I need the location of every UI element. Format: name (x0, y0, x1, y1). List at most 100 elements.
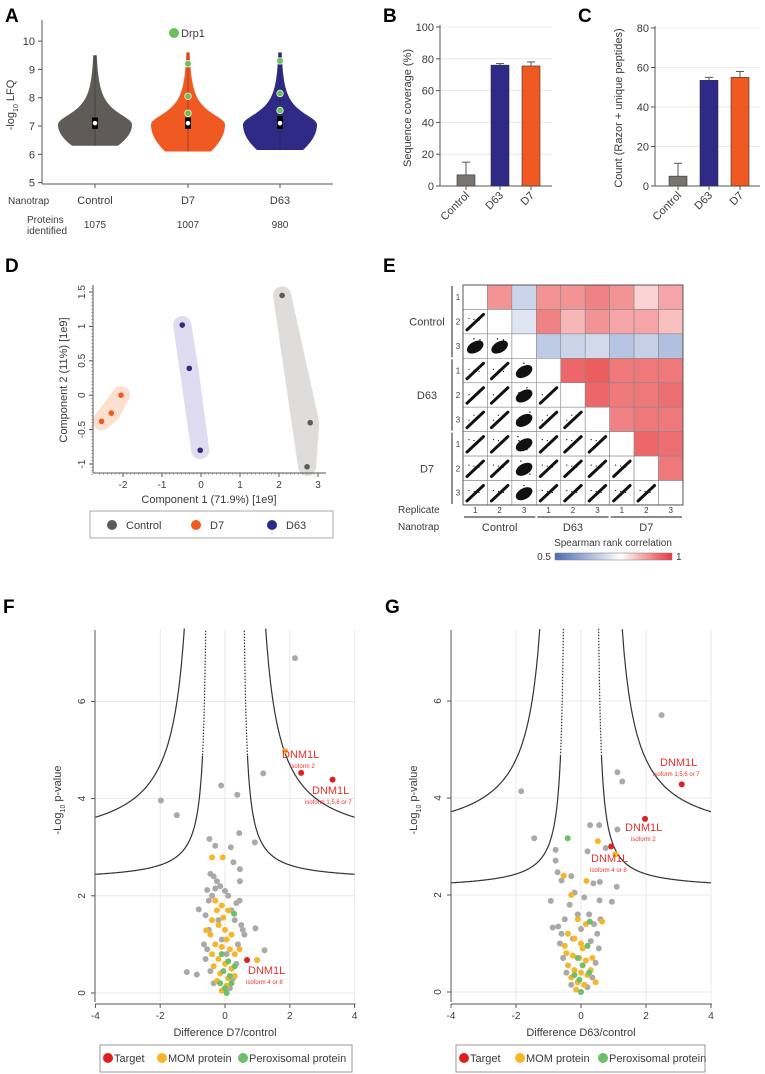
pca-point-control (307, 419, 314, 426)
scatter-dot (526, 387, 528, 389)
protein-point (212, 842, 219, 849)
scatter-dot (478, 370, 480, 372)
scatter-dot (525, 444, 527, 447)
correlation-cell (633, 431, 659, 457)
category-label: Control (77, 195, 112, 207)
legend-box (455, 1044, 706, 1073)
scatter-dot (478, 441, 480, 443)
row-replicate-label: 2 (456, 318, 461, 327)
scatter-dot (468, 394, 470, 396)
scatter-dot (525, 370, 527, 373)
scatter-dot (576, 466, 578, 468)
correlation-cell (633, 309, 659, 335)
x-tick-label: -1 (158, 480, 167, 491)
scatter-dot (524, 440, 526, 443)
scatter-dot (492, 464, 495, 466)
panel-label-c: C (578, 6, 592, 27)
scatter-dot (527, 465, 529, 467)
scatter-glyph (563, 459, 583, 479)
scatter-dot (497, 490, 500, 493)
y-tick-label: 1 (77, 323, 88, 329)
scatter-dot (525, 492, 527, 495)
column-replicate-label: 3 (522, 506, 527, 515)
scatter-dot (520, 400, 522, 402)
scatter-dot (521, 464, 523, 466)
target-point (678, 781, 685, 788)
protein-point (218, 936, 225, 943)
significance-curve (451, 755, 562, 884)
scatter-dot (551, 441, 553, 443)
correlation-cell (609, 382, 635, 408)
peroxisomal-protein-point (228, 980, 235, 987)
scatter-glyph (489, 386, 510, 405)
y-tick-label: 1.5 (77, 285, 88, 299)
nanotrap-axis-label: Nanotrap (398, 522, 440, 533)
significance-curve (450, 629, 541, 813)
target-point (642, 815, 649, 822)
column-replicate-label: 2 (571, 506, 576, 515)
panel-label-a: A (5, 6, 19, 27)
correlation-cell (487, 284, 513, 310)
significance-curve-dotted (559, 628, 564, 756)
column-replicate-label: 1 (473, 506, 478, 515)
legend-marker (107, 520, 117, 530)
nanotrap-row-label: Nanotrap (8, 196, 50, 207)
bar-d7 (730, 77, 750, 187)
x-tick-label: 4 (352, 1011, 358, 1022)
hull-control (273, 286, 320, 476)
row-replicate-label: 3 (456, 415, 461, 424)
protein-point (241, 931, 248, 938)
protein-point (586, 911, 593, 918)
correlation-cell (633, 382, 659, 408)
scatter-dot (541, 464, 543, 466)
annotation-sublabel: isoform 2 (631, 837, 656, 843)
protein-point (212, 885, 219, 892)
peroxisomal-protein-point (578, 989, 584, 995)
x-tick-label: -4 (447, 1011, 456, 1022)
proteins-row-label: Proteins (27, 215, 64, 226)
correlation-cell (633, 333, 659, 359)
y-tick-label: 40 (422, 117, 434, 129)
scatter-dot (520, 460, 522, 462)
mom-protein-point (573, 986, 580, 993)
scatter-dot (471, 344, 473, 346)
protein-point (222, 887, 228, 894)
mom-protein-point (225, 907, 232, 914)
row-replicate-label: 1 (456, 293, 461, 302)
y-tick-label: 80 (637, 23, 649, 35)
scatter-glyph (636, 484, 657, 503)
scatter-dot (497, 465, 500, 467)
correlation-cell (584, 382, 610, 408)
correlation-cell (560, 333, 586, 359)
x-axis-label: Component 1 (71.9%) [1e9] (141, 494, 276, 506)
scatter-dot (649, 491, 651, 494)
scatter-dot (615, 464, 617, 466)
scatter-glyph (515, 364, 533, 379)
x-tick-label: 4 (708, 1011, 714, 1022)
legend-marker (191, 520, 201, 530)
significance-curve (95, 755, 204, 875)
scatter-dot (546, 490, 548, 493)
x-tick-label: 0 (578, 1011, 584, 1022)
y-tick-label: 80 (422, 54, 434, 66)
scatter-dot (566, 439, 568, 441)
column-replicate-label: 1 (620, 506, 625, 515)
y-tick-label: 4 (433, 795, 444, 801)
category-label: Control (651, 190, 685, 224)
mom-protein-point (569, 952, 576, 959)
mom-protein-point (583, 877, 590, 884)
x-tick-label: -2 (119, 480, 128, 491)
y-tick-label: 2 (433, 892, 444, 898)
mom-protein-point (568, 892, 575, 898)
scatter-glyph (465, 386, 485, 405)
protein-point (236, 897, 243, 904)
protein-point (193, 971, 200, 978)
matrix-frame (462, 284, 684, 506)
protein-point (206, 835, 213, 842)
scatter-glyph (612, 484, 632, 503)
protein-point (563, 969, 570, 976)
y-tick-label: 10 (23, 36, 35, 48)
drp1-point (276, 57, 284, 65)
scatter-dot (495, 348, 498, 350)
column-replicate-label: 2 (644, 506, 649, 515)
